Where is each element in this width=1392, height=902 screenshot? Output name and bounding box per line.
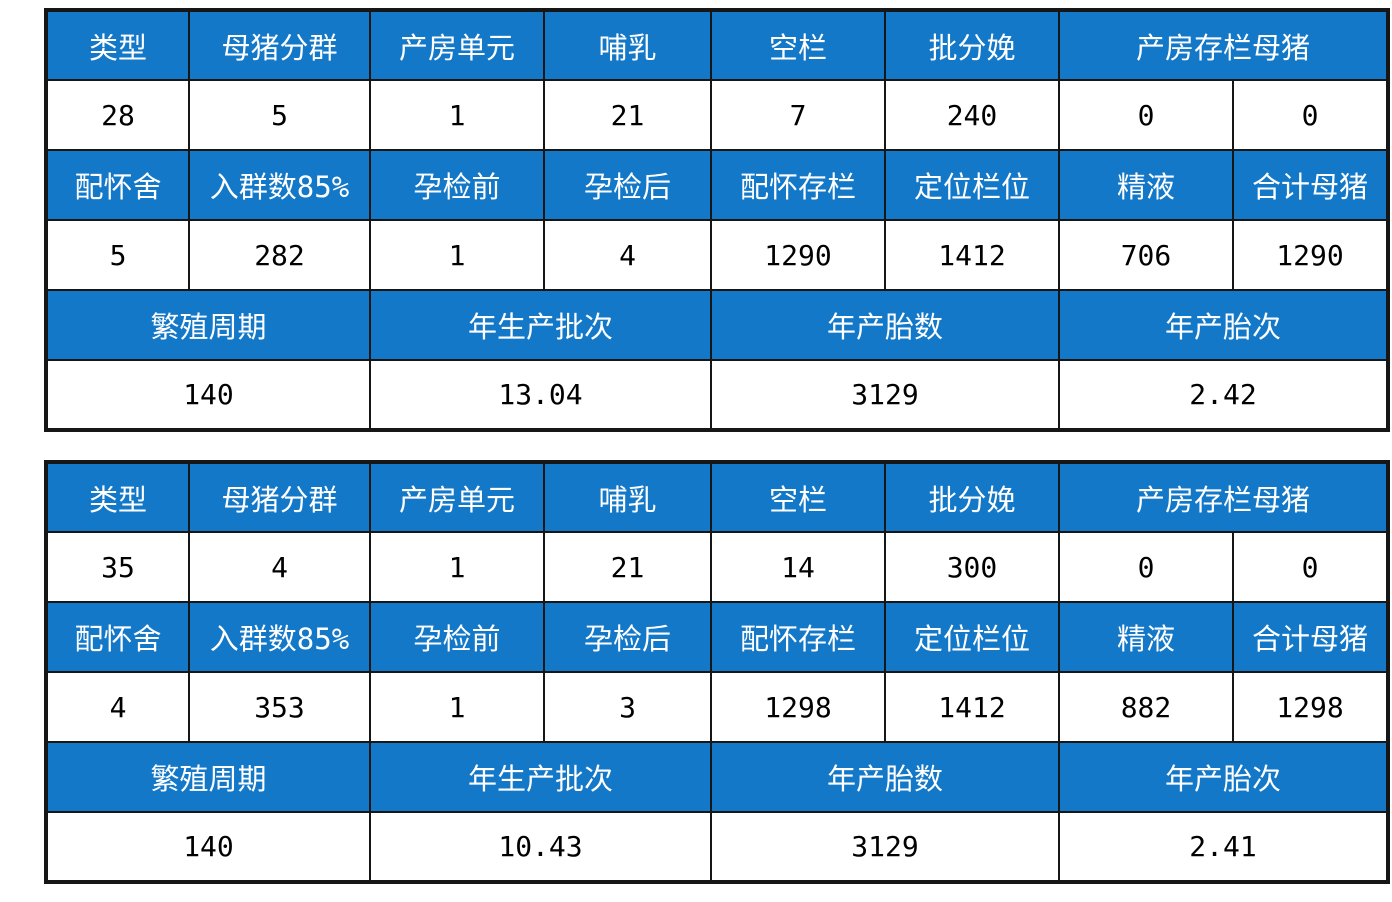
header-cell-annual-batches: 年生产批次 [369,741,712,813]
table-row-values-2: 5 282 1 4 1290 1412 706 1290 [45,219,1390,291]
value-cell: 1290 [1231,219,1390,291]
header-cell-annual-batches: 年生产批次 [369,289,712,361]
value-cell: 1412 [884,219,1060,291]
value-cell: 3129 [710,359,1060,431]
header-cell-farrowing-unit: 产房单元 [369,461,545,533]
value-cell: 4 [543,219,712,291]
value-cell: 240 [884,79,1060,151]
value-cell: 1 [369,79,545,151]
value-cell: 5 [188,79,371,151]
value-cell: 140 [45,811,371,883]
header-cell-breeding-inventory: 配怀存栏 [710,149,886,221]
table-row-header-1: 类型 母猪分群 产房单元 哺乳 空栏 批分娩 产房存栏母猪 [45,461,1390,533]
header-cell-reproduction-cycle: 繁殖周期 [45,741,371,813]
value-cell: 3129 [710,811,1060,883]
value-cell: 4 [45,671,190,743]
header-cell-post-pregcheck: 孕检后 [543,149,712,221]
header-cell-farrowing-room-sows: 产房存栏母猪 [1057,9,1390,81]
value-cell: 7 [710,79,886,151]
value-cell: 706 [1058,219,1234,291]
value-cell: 282 [188,219,371,291]
header-cell-annual-litter-rate: 年产胎次 [1057,289,1390,361]
value-cell: 1298 [1231,671,1390,743]
header-cell-type: 类型 [45,461,190,533]
header-cell-sow-grouping: 母猪分群 [188,461,371,533]
value-cell: 1 [369,671,545,743]
value-cell: 1 [369,531,545,603]
header-cell-lactation: 哺乳 [543,461,712,533]
header-cell-stall-positions: 定位栏位 [884,149,1060,221]
header-cell-empty-pen: 空栏 [710,461,886,533]
production-table-2: 类型 母猪分群 产房单元 哺乳 空栏 批分娩 产房存栏母猪 35 4 1 21 … [44,460,1391,884]
header-cell-semen: 精液 [1058,149,1234,221]
value-cell: 1412 [884,671,1060,743]
table-row-values-3: 140 13.04 3129 2.42 [45,359,1390,431]
header-cell-total-sows: 合计母猪 [1231,149,1390,221]
value-cell: 0 [1058,531,1234,603]
value-cell: 35 [45,531,190,603]
value-cell: 300 [884,531,1060,603]
value-cell: 0 [1231,79,1390,151]
value-cell: 1 [369,219,545,291]
value-cell: 882 [1058,671,1234,743]
header-cell-annual-litters: 年产胎数 [710,741,1060,813]
header-cell-herd-entry-85pct: 入群数85% [188,601,371,673]
value-cell: 1298 [710,671,886,743]
header-cell-type: 类型 [45,9,190,81]
header-cell-semen: 精液 [1058,601,1234,673]
header-cell-pre-pregcheck: 孕检前 [369,601,545,673]
value-cell: 3 [543,671,712,743]
header-cell-farrowing-room-sows: 产房存栏母猪 [1057,461,1390,533]
header-cell-annual-litter-rate: 年产胎次 [1057,741,1390,813]
value-cell: 140 [45,359,371,431]
header-cell-empty-pen: 空栏 [710,9,886,81]
value-cell: 10.43 [369,811,712,883]
table-row-header-2: 配怀舍 入群数85% 孕检前 孕检后 配怀存栏 定位栏位 精液 合计母猪 [45,601,1390,673]
header-cell-lactation: 哺乳 [543,9,712,81]
value-cell: 2.42 [1057,359,1390,431]
value-cell: 13.04 [369,359,712,431]
value-cell: 21 [543,531,712,603]
table-row-header-3: 繁殖周期 年生产批次 年产胎数 年产胎次 [45,289,1390,361]
header-cell-herd-entry-85pct: 入群数85% [188,149,371,221]
value-cell: 14 [710,531,886,603]
header-cell-total-sows: 合计母猪 [1231,601,1390,673]
value-cell: 4 [188,531,371,603]
table-row-values-3: 140 10.43 3129 2.41 [45,811,1390,883]
value-cell: 1290 [710,219,886,291]
value-cell: 0 [1058,79,1234,151]
value-cell: 28 [45,79,190,151]
header-cell-breeding-inventory: 配怀存栏 [710,601,886,673]
header-cell-annual-litters: 年产胎数 [710,289,1060,361]
header-cell-post-pregcheck: 孕检后 [543,601,712,673]
production-table-1: 类型 母猪分群 产房单元 哺乳 空栏 批分娩 产房存栏母猪 28 5 1 21 … [44,8,1391,432]
header-cell-breeding-house: 配怀舍 [45,149,190,221]
table-row-values-1: 28 5 1 21 7 240 0 0 [45,79,1390,151]
table-row-header-1: 类型 母猪分群 产房单元 哺乳 空栏 批分娩 产房存栏母猪 [45,9,1390,81]
header-cell-batch-farrowing: 批分娩 [884,9,1060,81]
table-row-header-3: 繁殖周期 年生产批次 年产胎数 年产胎次 [45,741,1390,813]
header-cell-reproduction-cycle: 繁殖周期 [45,289,371,361]
header-cell-pre-pregcheck: 孕检前 [369,149,545,221]
header-cell-farrowing-unit: 产房单元 [369,9,545,81]
header-cell-breeding-house: 配怀舍 [45,601,190,673]
header-cell-stall-positions: 定位栏位 [884,601,1060,673]
value-cell: 2.41 [1057,811,1390,883]
value-cell: 0 [1231,531,1390,603]
table-row-values-1: 35 4 1 21 14 300 0 0 [45,531,1390,603]
value-cell: 21 [543,79,712,151]
table-row-values-2: 4 353 1 3 1298 1412 882 1298 [45,671,1390,743]
value-cell: 5 [45,219,190,291]
header-cell-sow-grouping: 母猪分群 [188,9,371,81]
value-cell: 353 [188,671,371,743]
header-cell-batch-farrowing: 批分娩 [884,461,1060,533]
table-row-header-2: 配怀舍 入群数85% 孕检前 孕检后 配怀存栏 定位栏位 精液 合计母猪 [45,149,1390,221]
